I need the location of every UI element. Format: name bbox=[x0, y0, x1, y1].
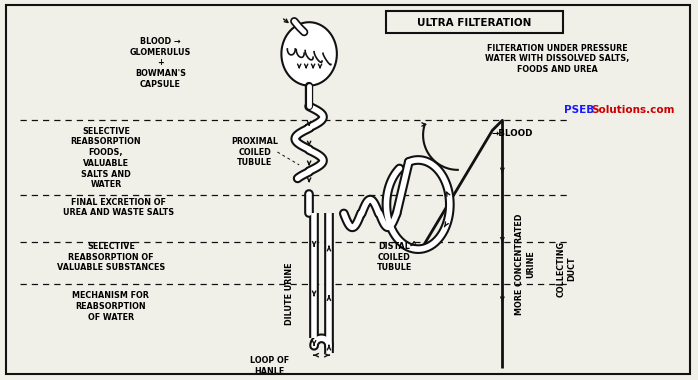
Text: →BLOOD: →BLOOD bbox=[491, 129, 533, 138]
Text: PROXIMAL
COILED
TUBULE: PROXIMAL COILED TUBULE bbox=[231, 137, 278, 167]
Text: DISTAL
COILED
TUBULE: DISTAL COILED TUBULE bbox=[377, 242, 412, 272]
Text: PSEB: PSEB bbox=[564, 105, 594, 116]
Text: BLOOD →
GLOMERULUS
+
BOWMAN'S
CAPSULE: BLOOD → GLOMERULUS + BOWMAN'S CAPSULE bbox=[130, 37, 191, 89]
Text: ULTRA FILTERATION: ULTRA FILTERATION bbox=[417, 18, 532, 28]
Text: MORE CONCENTRATED
URINE: MORE CONCENTRATED URINE bbox=[515, 213, 535, 315]
Text: Solutions.com: Solutions.com bbox=[592, 105, 675, 116]
Polygon shape bbox=[281, 22, 337, 86]
Text: LOOP OF
HANLE: LOOP OF HANLE bbox=[250, 356, 289, 376]
Text: FINAL EXCRETION OF
UREA AND WASTE SALTS: FINAL EXCRETION OF UREA AND WASTE SALTS bbox=[64, 198, 174, 217]
Text: MECHANISM FOR
REABSORPTION
OF WATER: MECHANISM FOR REABSORPTION OF WATER bbox=[73, 291, 149, 322]
Text: DILUTE URINE: DILUTE URINE bbox=[285, 263, 294, 325]
Text: FILTERATION UNDER PRESSURE
WATER WITH DISSOLVED SALTS,
FOODS AND UREA: FILTERATION UNDER PRESSURE WATER WITH DI… bbox=[484, 44, 629, 74]
Text: COLLECTING
DUCT: COLLECTING DUCT bbox=[557, 241, 577, 297]
Bar bbox=[387, 11, 563, 33]
Text: SELECTIVE
REABSORPTION
FOODS,
VALUABLE
SALTS AND
WATER: SELECTIVE REABSORPTION FOODS, VALUABLE S… bbox=[70, 127, 141, 189]
Text: SELECTIVE
REABSORPTION OF
VALUABLE SUBSTANCES: SELECTIVE REABSORPTION OF VALUABLE SUBST… bbox=[57, 242, 165, 272]
